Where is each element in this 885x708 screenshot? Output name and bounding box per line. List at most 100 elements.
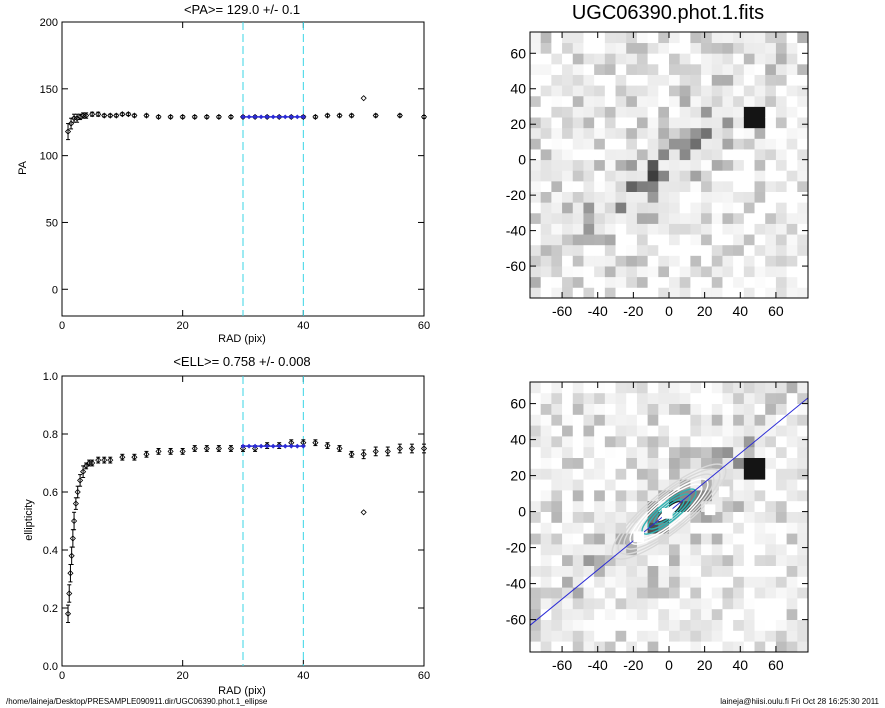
img1-pixel	[658, 287, 670, 298]
img2-pixel	[658, 619, 670, 631]
img1-pixel	[594, 138, 606, 150]
ell-data-point	[71, 517, 78, 525]
img2-pixel	[647, 403, 659, 415]
img2-pixel	[690, 511, 702, 523]
img1-pixel	[647, 223, 659, 235]
img1-pixel	[551, 266, 563, 278]
img1-pixel	[562, 244, 574, 256]
img2-pixel	[786, 608, 798, 620]
img1-pixel	[797, 117, 808, 129]
img2-pixel	[701, 619, 713, 631]
img2-pixel	[754, 544, 766, 556]
img2-pixel	[583, 533, 595, 545]
img1-pixel	[722, 159, 734, 171]
img2-pixel	[711, 554, 723, 566]
img2-pixel	[701, 554, 713, 566]
img1-pixel	[754, 202, 766, 214]
img1-pixel	[658, 106, 670, 118]
ell-ytick-label: 1.0	[43, 371, 58, 383]
img1-pixel	[626, 170, 638, 182]
img1-pixel	[733, 53, 745, 65]
img1-pixel	[754, 53, 766, 65]
img2-mask	[718, 486, 730, 498]
ell-fit-point	[294, 443, 300, 449]
img1-pixel	[604, 74, 616, 86]
img1-pixel	[679, 63, 691, 75]
img1-pixel	[658, 234, 670, 246]
img1-pixel	[530, 244, 542, 256]
ell-data-point	[66, 590, 73, 597]
ell-data-point	[69, 535, 76, 542]
img1-pixel	[594, 287, 606, 298]
img1-pixel	[594, 212, 606, 224]
pa-data-point	[101, 112, 108, 119]
img2-pixel	[540, 425, 552, 437]
img2-pixel	[583, 565, 595, 577]
img1-pixel	[669, 266, 681, 278]
img1-pixel	[636, 95, 649, 107]
img1-pixel	[786, 223, 798, 235]
img2-pixel	[647, 468, 659, 480]
img1-pixel	[540, 149, 552, 161]
img1-pixel	[754, 212, 766, 224]
img1-pixel	[604, 276, 616, 288]
img2-pixel	[626, 382, 638, 394]
img1-pixel	[647, 32, 659, 44]
img1-pixel	[765, 138, 777, 150]
img1-pixel	[797, 74, 808, 86]
img2-pixel	[604, 479, 616, 491]
img2-pixel	[594, 436, 606, 448]
img1-pixel	[701, 287, 713, 298]
img2-pixel	[562, 457, 574, 469]
img2-pixel	[765, 425, 777, 437]
img2-pixel	[679, 587, 691, 599]
footer-path: /home/laineja/Desktop/PRESAMPLE090911.di…	[6, 697, 268, 706]
img1-pixel	[786, 191, 798, 203]
img1-pixel	[786, 106, 798, 118]
img2-pixel	[743, 587, 755, 599]
img1-pixel	[540, 106, 552, 118]
img2-pixel	[626, 598, 638, 610]
img2-pixel	[594, 522, 606, 534]
img2-pixel	[647, 392, 659, 404]
img2-pixel	[743, 425, 755, 437]
img2-pixel	[701, 479, 713, 491]
pa-fit-point	[294, 114, 300, 120]
img1-pixel	[530, 63, 542, 75]
img1-pixel	[540, 95, 552, 107]
img2-pixel	[743, 446, 755, 458]
img1-pixel	[701, 170, 713, 182]
img2-pixel	[604, 392, 616, 404]
img2-pixel	[572, 554, 584, 566]
img2-pixel	[583, 630, 595, 642]
img1-pixel	[572, 74, 584, 86]
img1-pixel	[754, 74, 766, 86]
img1-pixel	[604, 212, 616, 224]
img2-pixel	[786, 522, 798, 534]
img1-pixel	[562, 159, 574, 171]
img1-pixel	[540, 191, 552, 203]
img2-pixel	[690, 446, 702, 458]
img1-pixel	[786, 287, 798, 298]
ell-data-point	[107, 457, 114, 464]
img2-pixel	[530, 468, 542, 480]
img2-pixel	[754, 619, 766, 631]
img1-pixel	[701, 95, 713, 107]
img1-pixel	[733, 212, 745, 224]
img2-pixel	[775, 500, 788, 512]
img2-pixel	[615, 446, 627, 458]
pa-data-point	[167, 113, 174, 120]
pa-ytick-label: 0	[52, 284, 58, 296]
img2-pixel	[775, 641, 788, 652]
pa-outlier-point	[360, 95, 367, 102]
img2-pixel	[530, 619, 542, 631]
img2-pixel	[562, 382, 574, 394]
img1-pixel	[658, 63, 670, 75]
img2-pixel	[733, 468, 745, 480]
img1-pixel	[690, 42, 702, 54]
img2-pixel	[786, 576, 798, 588]
img1-pixel	[743, 42, 755, 54]
img1-pixel	[775, 191, 788, 203]
img1-pixel	[583, 117, 595, 129]
img1-pixel	[562, 42, 574, 54]
